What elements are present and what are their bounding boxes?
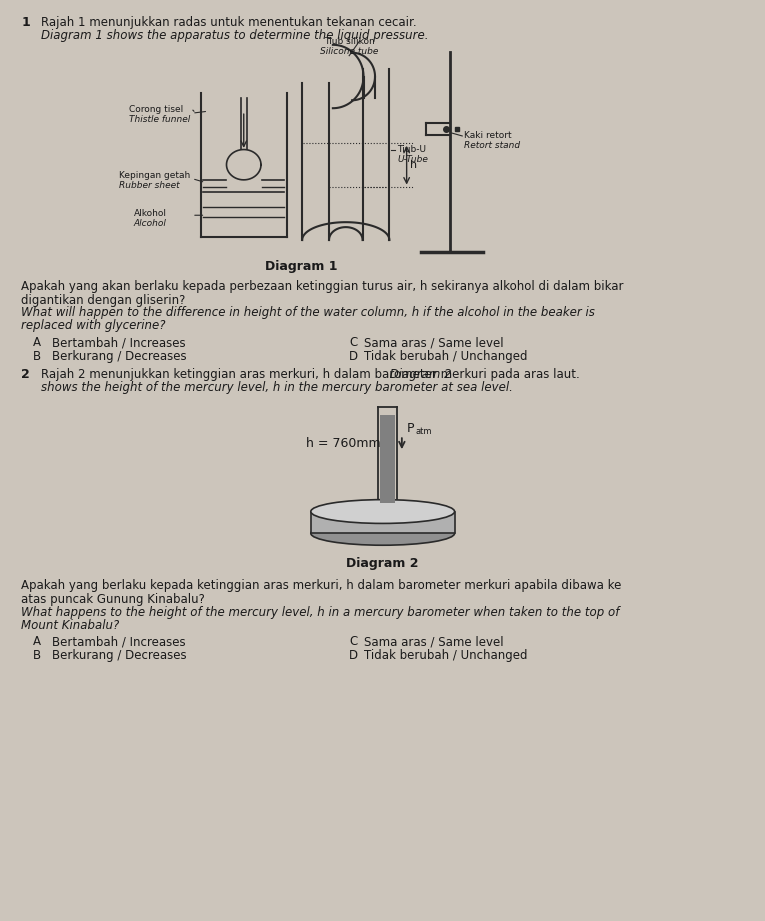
Text: Tiub-U: Tiub-U [397,145,426,154]
Text: What will happen to the difference in height of the water column, h if the alcoh: What will happen to the difference in he… [21,307,595,320]
Text: P: P [407,423,414,436]
Text: atm: atm [415,427,431,437]
Ellipse shape [311,521,454,545]
Text: C: C [349,635,357,648]
Text: A: A [33,635,41,648]
Bar [311,511,454,533]
Ellipse shape [311,500,454,523]
Text: Apakah yang berlaku kepada ketinggian aras merkuri, h dalam barometer merkuri ap: Apakah yang berlaku kepada ketinggian ar… [21,579,622,592]
Text: Corong tisel: Corong tisel [129,105,183,114]
Text: U-Tube: U-Tube [397,155,428,164]
Text: atas puncak Gunung Kinabalu?: atas puncak Gunung Kinabalu? [21,593,205,606]
Text: B: B [33,649,41,662]
Text: Sama aras / Same level: Sama aras / Same level [363,336,503,349]
Text: Kepingan getah: Kepingan getah [119,170,190,180]
Text: Diagram 2: Diagram 2 [41,367,451,381]
Text: 1: 1 [21,16,30,29]
Text: shows the height of the mercury level, h in the mercury barometer at sea level.: shows the height of the mercury level, h… [41,380,513,394]
Text: Tiub silikon: Tiub silikon [324,37,375,46]
Text: Tidak berubah / Unchanged: Tidak berubah / Unchanged [363,350,527,363]
Text: Alcohol: Alcohol [134,219,167,228]
Text: h: h [409,159,417,169]
Bar [379,415,396,503]
Text: Rajah 2 menunjukkan ketinggian aras merkuri, h dalam barometer merkuri pada aras: Rajah 2 menunjukkan ketinggian aras merk… [41,367,579,381]
Text: What happens to the height of the mercury level, h in a mercury barometer when t: What happens to the height of the mercur… [21,606,620,619]
Text: 2: 2 [21,367,30,381]
Text: D: D [349,649,358,662]
Text: Retort stand: Retort stand [464,141,520,150]
Text: Bertambah / Increases: Bertambah / Increases [52,336,186,349]
Text: B: B [33,350,41,363]
Text: Thistle funnel: Thistle funnel [129,115,190,124]
Text: Silicone tube: Silicone tube [320,47,379,55]
Text: digantikan dengan gliserin?: digantikan dengan gliserin? [21,294,186,307]
Text: Berkurang / Decreases: Berkurang / Decreases [52,350,187,363]
Text: h = 760mm: h = 760mm [306,437,381,450]
Text: Tidak berubah / Unchanged: Tidak berubah / Unchanged [363,649,527,662]
Text: Rajah 1 menunjukkan radas untuk menentukan tekanan cecair.: Rajah 1 menunjukkan radas untuk menentuk… [41,16,416,29]
Text: Apakah yang akan berlaku kepada perbezaan ketinggian turus air, h sekiranya alko: Apakah yang akan berlaku kepada perbezaa… [21,280,624,293]
Text: Bertambah / Increases: Bertambah / Increases [52,635,186,648]
Text: Diagram 2: Diagram 2 [347,557,419,570]
Text: Berkurang / Decreases: Berkurang / Decreases [52,649,187,662]
Text: Diagram 1 shows the apparatus to determine the liquid pressure.: Diagram 1 shows the apparatus to determi… [41,29,428,42]
Text: A: A [33,336,41,349]
Text: C: C [349,336,357,349]
Text: Mount Kinabalu?: Mount Kinabalu? [21,619,119,632]
Text: Sama aras / Same level: Sama aras / Same level [363,635,503,648]
Text: replaced with glycerine?: replaced with glycerine? [21,320,166,332]
Text: Rubber sheet: Rubber sheet [119,181,180,190]
Text: Alkohol: Alkohol [134,209,167,218]
Text: Kaki retort: Kaki retort [464,131,512,140]
Text: D: D [349,350,358,363]
Text: Diagram 1: Diagram 1 [265,260,337,273]
